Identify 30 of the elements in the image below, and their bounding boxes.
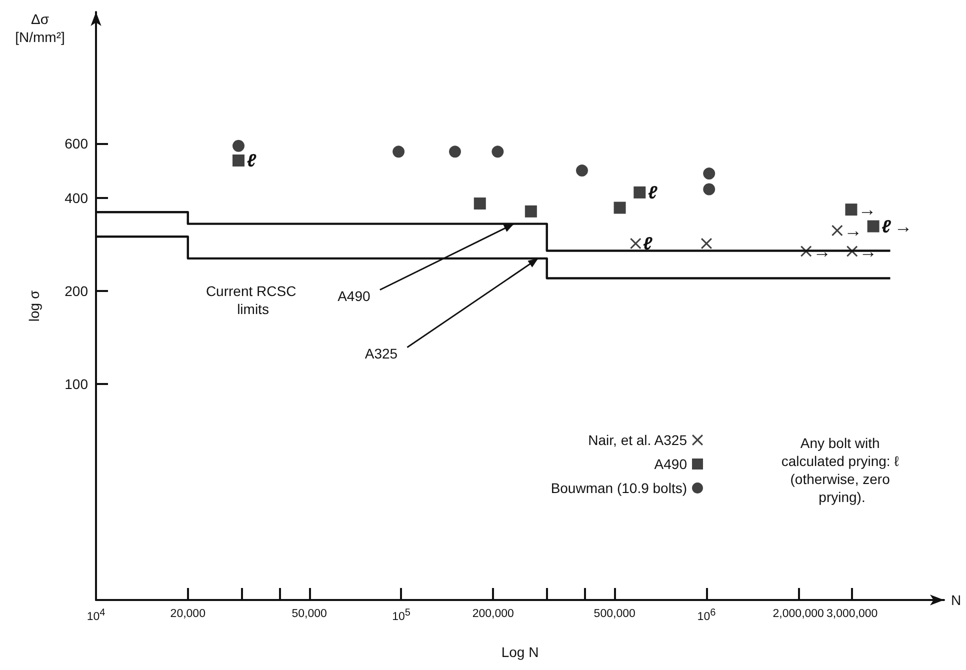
text: 50,000	[292, 608, 327, 620]
legend-label: Bouwman (10.9 bolts)	[550, 480, 687, 496]
text: 3,000,000	[826, 608, 878, 620]
text: Δσ [N/mm²]	[15, 11, 65, 45]
y-tick-label: 200	[64, 283, 88, 300]
y-axis-title: log σ	[26, 290, 42, 322]
text: 2,000,000	[772, 608, 824, 620]
y-tick-label: 600	[64, 136, 88, 152]
text: 500,000	[594, 608, 636, 620]
annotation: →	[844, 220, 862, 240]
text: 200,000	[472, 608, 514, 620]
annotation: ℓ	[882, 216, 892, 236]
annotation: →	[859, 241, 878, 262]
legend-label: A490	[654, 456, 688, 472]
y-tick-label: 400	[64, 190, 88, 206]
y-tick-label: 100	[64, 376, 88, 392]
annotation: →	[858, 200, 876, 220]
legend-label: Nair, et al. A325	[588, 432, 688, 448]
annotation: →	[894, 216, 912, 236]
x-axis-title: Log N	[501, 644, 539, 660]
text: N	[950, 592, 962, 608]
annotation: A325	[364, 345, 398, 362]
annotation: Any bolt with calculated prying: ℓ (otherwise, zero prying).	[781, 435, 903, 505]
text: 20,000	[170, 608, 206, 620]
annotation: ℓ	[642, 234, 653, 254]
annotation: ℓ	[648, 182, 658, 202]
annotation: Current RCSC limits	[206, 283, 300, 317]
annotation: ℓ	[246, 150, 257, 171]
annotation: →	[813, 241, 832, 262]
annotation: A490	[338, 288, 370, 304]
